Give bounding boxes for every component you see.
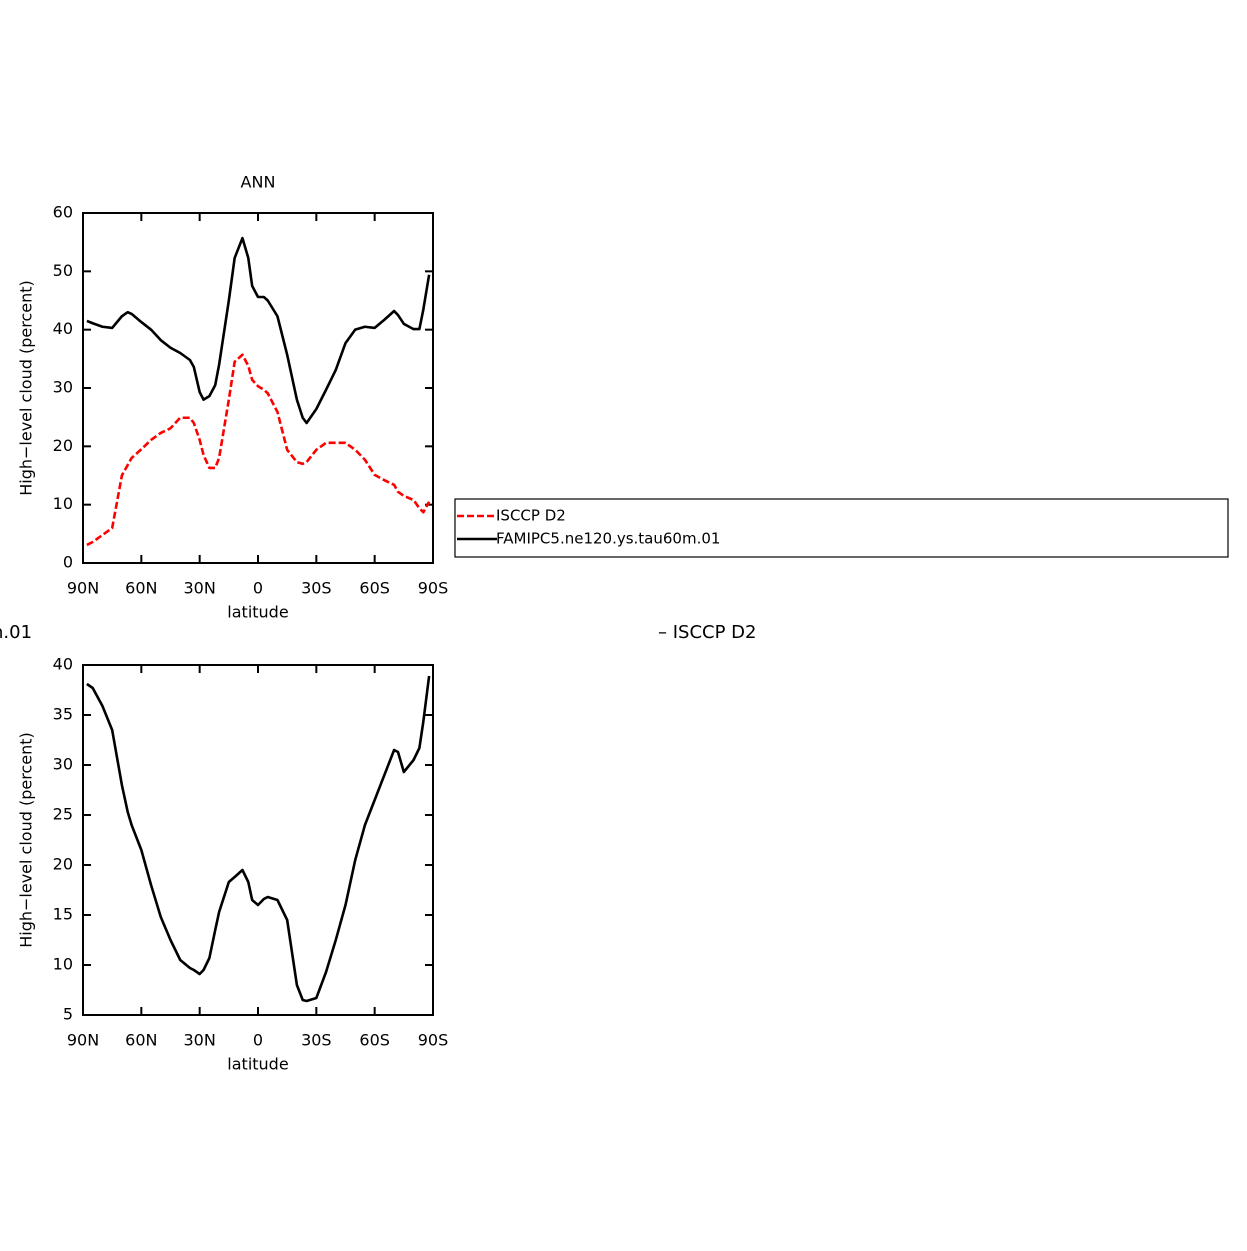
y-tick-label: 30 bbox=[53, 755, 73, 774]
x-axis-label: latitude bbox=[227, 603, 288, 622]
y-tick-label: 5 bbox=[63, 1005, 73, 1024]
y-tick-label: 10 bbox=[53, 494, 73, 513]
x-tick-label: 90N bbox=[67, 579, 99, 598]
y-tick-label: 25 bbox=[53, 805, 73, 824]
legend-label: ISCCP D2 bbox=[496, 507, 566, 525]
x-tick-label: 30N bbox=[184, 1031, 216, 1050]
y-tick-label: 40 bbox=[53, 655, 73, 674]
y-tick-label: 15 bbox=[53, 905, 73, 924]
y-tick-label: 35 bbox=[53, 705, 73, 724]
y-axis-label: High−level cloud (percent) bbox=[17, 280, 36, 496]
data-line bbox=[86, 675, 431, 1003]
y-tick-label: 20 bbox=[53, 436, 73, 455]
x-tick-label: 90N bbox=[67, 1031, 99, 1050]
data-line bbox=[86, 353, 431, 547]
x-tick-label: 30S bbox=[301, 579, 332, 598]
x-tick-label: 90S bbox=[418, 579, 449, 598]
x-tick-label: 30N bbox=[184, 579, 216, 598]
x-tick-label: 0 bbox=[253, 1031, 263, 1050]
y-tick-label: 40 bbox=[53, 319, 73, 338]
y-tick-label: 50 bbox=[53, 261, 73, 280]
x-axis-label: latitude bbox=[227, 1055, 288, 1074]
y-tick-label: 60 bbox=[53, 203, 73, 222]
plot-frame bbox=[82, 212, 434, 564]
legend-box bbox=[454, 498, 1229, 558]
y-tick-label: 20 bbox=[53, 855, 73, 874]
x-tick-label: 60S bbox=[359, 1031, 390, 1050]
chart-title: – ISCCP D2 bbox=[658, 622, 756, 643]
x-tick-label: 60N bbox=[125, 579, 157, 598]
legend-label: FAMIPC5.ne120.ys.tau60m.01 bbox=[496, 530, 720, 548]
y-tick-label: 30 bbox=[53, 378, 73, 397]
y-axis-label: High−level cloud (percent) bbox=[17, 732, 36, 948]
plot-frame bbox=[82, 664, 434, 1016]
x-tick-label: 0 bbox=[253, 579, 263, 598]
x-tick-label: 90S bbox=[418, 1031, 449, 1050]
chart-title: n.01 bbox=[0, 622, 32, 643]
x-tick-label: 30S bbox=[301, 1031, 332, 1050]
y-tick-label: 0 bbox=[63, 553, 73, 572]
data-line bbox=[86, 236, 431, 425]
y-tick-label: 10 bbox=[53, 955, 73, 974]
x-tick-label: 60N bbox=[125, 1031, 157, 1050]
chart-title: ANN bbox=[241, 173, 276, 192]
x-tick-label: 60S bbox=[359, 579, 390, 598]
